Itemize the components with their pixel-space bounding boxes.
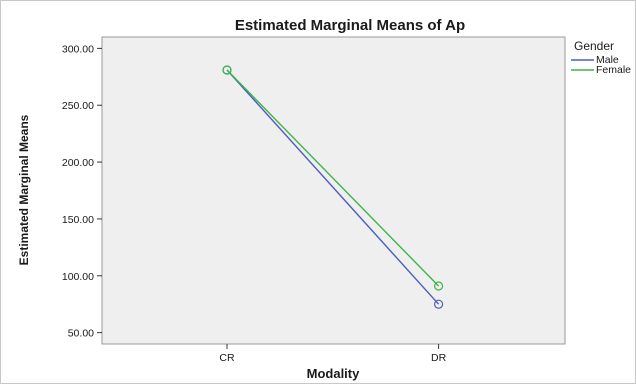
data-point-male xyxy=(434,299,444,309)
plot-area xyxy=(101,36,566,345)
legend-label-female: Female xyxy=(596,64,631,76)
y-tick-label: 50.00 xyxy=(68,328,94,340)
y-axis: 50.00 100.00 150.00 200.00 250.00 300.00 xyxy=(62,43,102,340)
series-layer xyxy=(222,65,444,309)
y-tick-label: 300.00 xyxy=(62,43,94,55)
x-axis-label: Modality xyxy=(307,366,360,381)
series-line-female xyxy=(226,69,440,287)
data-point-female xyxy=(222,65,232,75)
legend-title: Gender xyxy=(574,39,614,53)
data-point-female xyxy=(434,281,444,291)
x-axis: CR DR xyxy=(219,344,447,364)
y-tick-label: 200.00 xyxy=(62,157,94,169)
chart-title: Estimated Marginal Means of Ap xyxy=(235,17,465,34)
x-tick-label: CR xyxy=(219,352,235,364)
y-tick-label: 100.00 xyxy=(62,271,94,283)
series-line-male xyxy=(226,69,440,305)
legend-label-male: Male xyxy=(596,54,619,66)
y-tick-label: 250.00 xyxy=(62,100,94,112)
y-tick-label: 150.00 xyxy=(62,214,94,226)
y-axis-label: Estimated Marginal Means xyxy=(17,114,31,265)
x-tick-label: DR xyxy=(431,352,447,364)
